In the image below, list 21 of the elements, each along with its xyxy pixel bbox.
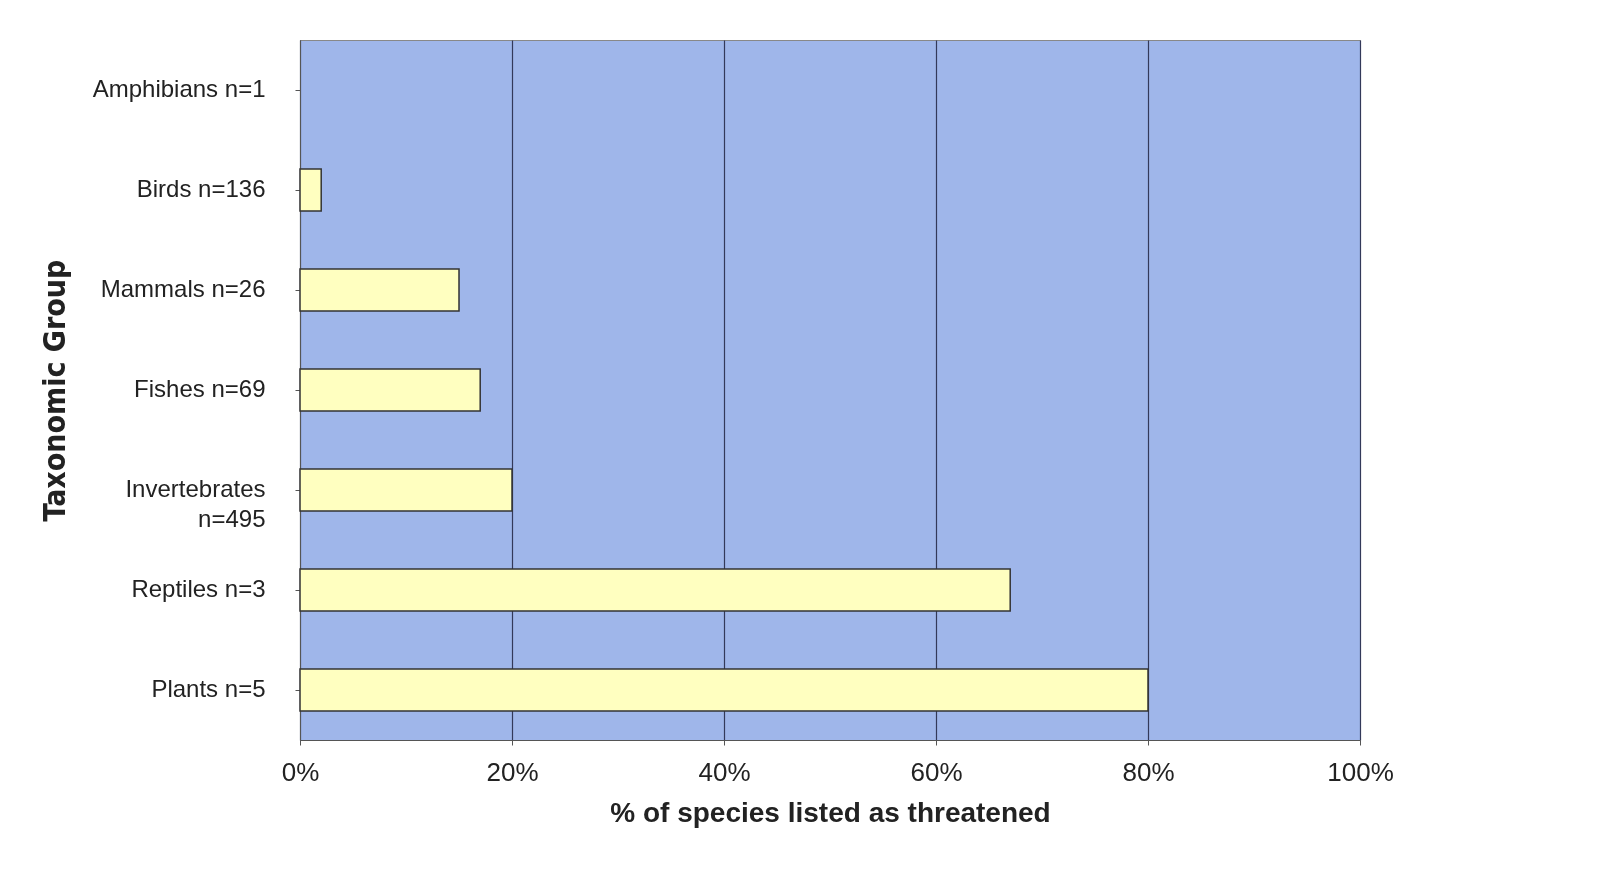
- x-tick-label: 80%: [1122, 756, 1175, 787]
- y-tick-label: Invertebrates n=495: [125, 475, 266, 532]
- x-axis-title: % of species listed as threatened: [610, 796, 1051, 828]
- bar: [299, 268, 460, 312]
- x-tick-label: 20%: [486, 756, 539, 787]
- x-tick-label: 100%: [1327, 756, 1394, 787]
- y-tick-label: Reptiles n=3: [131, 575, 266, 602]
- y-axis-title: Taxonomic Group: [36, 259, 72, 522]
- bar: [299, 468, 513, 512]
- y-tick-label: Fishes n=69: [134, 375, 266, 402]
- bar: [299, 168, 322, 212]
- x-tick-label: 0%: [281, 756, 320, 787]
- bar: [299, 568, 1011, 612]
- y-tick-label: Mammals n=26: [100, 275, 266, 302]
- x-tick-label: 40%: [698, 756, 751, 787]
- bar: [299, 668, 1149, 712]
- y-tick-label: Amphibians n=1: [92, 75, 266, 102]
- bar: [299, 368, 481, 412]
- x-tick-label: 60%: [910, 756, 963, 787]
- y-tick-label: Plants n=5: [151, 675, 266, 702]
- y-tick-label: Birds n=136: [136, 175, 266, 202]
